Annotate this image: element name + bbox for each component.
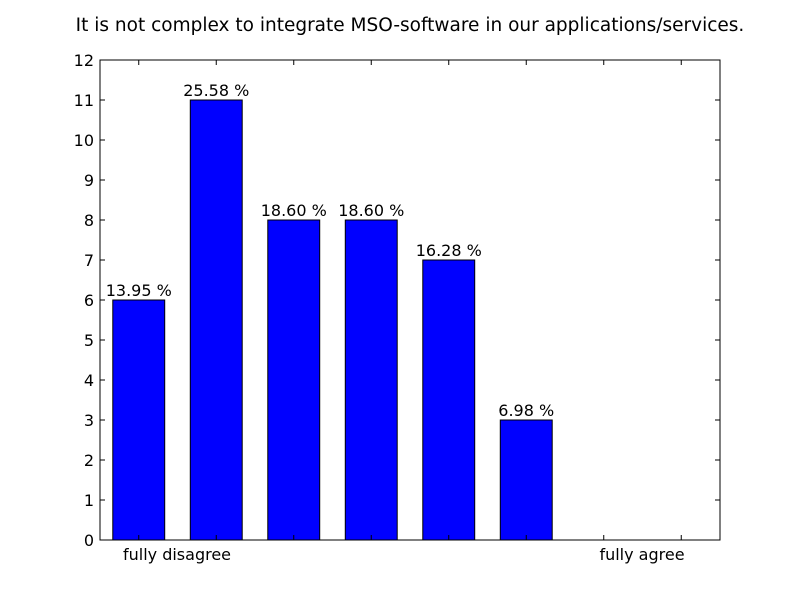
y-tick-label: 0	[84, 531, 94, 550]
y-tick-label: 5	[84, 331, 94, 350]
data-label-4: 18.60 %	[338, 201, 404, 220]
y-tick-label: 6	[84, 291, 94, 310]
y-tick-label: 4	[84, 371, 94, 390]
y-tick-label: 12	[74, 51, 94, 70]
x-end-label-right: fully agree	[599, 545, 684, 564]
y-tick-label: 11	[74, 91, 94, 110]
y-tick-label: 3	[84, 411, 94, 430]
y-tick-label: 8	[84, 211, 94, 230]
data-labels-layer: 13.95 % 25.58 % 18.60 % 18.60 % 16.28 % 6.98 …	[106, 81, 555, 420]
y-tick-label: 2	[84, 451, 94, 470]
bar-1	[112, 299, 166, 541]
bar-4	[344, 219, 398, 541]
x-end-label-left: fully disagree	[123, 545, 231, 564]
bar-2	[189, 99, 243, 541]
data-label-2: 25.58 %	[183, 81, 249, 100]
data-label-6: 6.98 %	[498, 401, 554, 420]
bar-3	[267, 219, 321, 541]
bar-6	[499, 419, 553, 541]
data-label-1: 13.95 %	[106, 281, 172, 300]
y-tick-label: 10	[74, 131, 94, 150]
data-label-3: 18.60 %	[261, 201, 327, 220]
y-tick-label: 1	[84, 491, 94, 510]
y-tick-label: 7	[84, 251, 94, 270]
data-label-5: 16.28 %	[416, 241, 482, 260]
chart-title: It is not complex to integrate MSO-softw…	[76, 15, 745, 36]
y-tick-label: 9	[84, 171, 94, 190]
bars-layer	[112, 99, 553, 541]
bar-5	[422, 259, 476, 541]
